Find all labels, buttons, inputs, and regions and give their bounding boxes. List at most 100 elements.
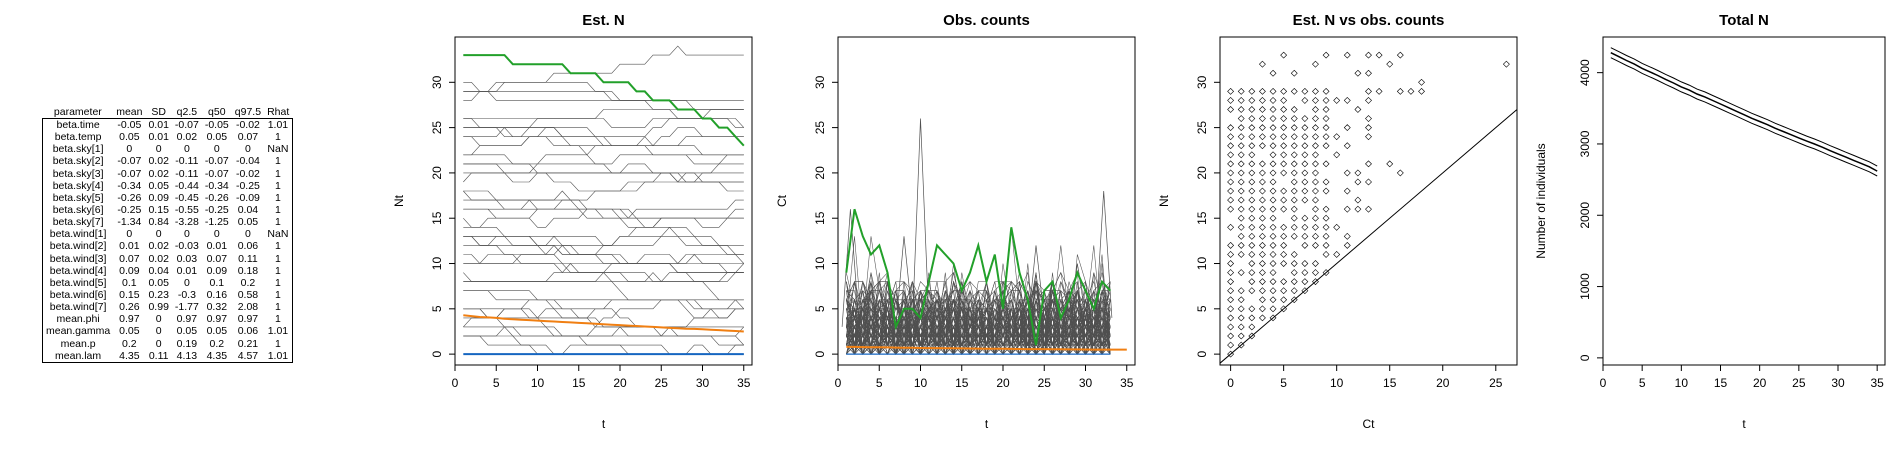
y-tick-label: 0 [1195, 350, 1209, 357]
scatter-point [1290, 87, 1298, 95]
scatter-point [1301, 260, 1309, 267]
plot-frame [1219, 36, 1518, 366]
chart-title: Est. N [582, 12, 625, 29]
scatter-point [1248, 305, 1256, 313]
scatter-point [1290, 287, 1298, 295]
site-count-line [846, 281, 1111, 355]
scatter-point [1269, 87, 1277, 95]
value-cell: NaN [267, 143, 289, 156]
scatter-point [1237, 232, 1245, 240]
scatter-point [1280, 241, 1288, 249]
value-cell: 0 [155, 325, 162, 338]
param-name-cell: mean.p [60, 337, 96, 350]
value-cell: 0.09 [119, 264, 140, 277]
scatter-point [1290, 106, 1298, 113]
value-cell: 0.01 [148, 119, 169, 132]
scatter-point [1301, 232, 1309, 240]
value-cell: -0.07 [204, 167, 229, 180]
plot-frame [837, 36, 1136, 366]
value-cell: 0.05 [206, 325, 228, 338]
scatter-point [1248, 287, 1256, 295]
value-cell: -0.07 [204, 155, 229, 168]
value-cell: 0.06 [237, 325, 259, 338]
scatter-point [1248, 106, 1256, 113]
scatter-point [1269, 115, 1277, 122]
site-series-line [463, 290, 744, 337]
value-cell: 0.11 [238, 252, 258, 265]
value-cell: 0 [155, 337, 162, 350]
scatter-point [1269, 223, 1277, 231]
value-cell: 0.23 [148, 289, 169, 302]
value-cell: -0.09 [235, 191, 260, 204]
scatter-point [1248, 269, 1256, 277]
scatter-point [1290, 232, 1298, 240]
scatter-point [1322, 241, 1330, 249]
param-name-cell: beta.wind[4] [49, 264, 107, 277]
table-row: beta.wind[5] 0.1 0.05 0 0.1 0.2 1 [43, 277, 293, 289]
x-tick-label: 15 [1383, 376, 1397, 390]
scatter-point [1365, 133, 1372, 141]
scatter-point [1322, 97, 1330, 104]
scatter-point [1502, 60, 1510, 68]
value-cell: 0 [245, 143, 251, 156]
scatter-point [1280, 232, 1288, 240]
scatter-point [1322, 187, 1330, 195]
value-cell: 1 [274, 252, 281, 265]
param-name-cell: beta.wind[2] [49, 240, 107, 253]
scatter-point [1269, 106, 1277, 113]
scatter-point [1322, 133, 1330, 141]
scatter-point [1312, 214, 1319, 222]
scatter-point [1343, 241, 1351, 249]
scatter-point [1280, 187, 1288, 195]
value-cell: 1 [274, 179, 281, 192]
scatter-point [1365, 205, 1372, 213]
y-tick-label: 30 [813, 75, 827, 89]
value-cell: 0 [155, 228, 162, 241]
scatter-point [1259, 115, 1266, 122]
param-name-cell: beta.sky[3] [52, 167, 104, 180]
scatter-point [1237, 151, 1245, 159]
value-cell: 0.97 [237, 313, 259, 326]
site-series-line [463, 163, 744, 183]
scatter-point [1259, 214, 1266, 222]
scatter-point [1312, 232, 1319, 240]
site-series-line [463, 118, 744, 128]
table-row: beta.sky[5] -0.26 0.09 -0.45 -0.26 -0.09 1 [43, 192, 293, 204]
scatter-point [1322, 251, 1330, 258]
reference-line [1219, 109, 1518, 364]
scatter-point [1290, 269, 1298, 277]
scatter-point [1280, 106, 1288, 113]
scatter-point [1280, 133, 1288, 141]
param-name-cell: beta.sky[4] [52, 179, 104, 192]
scatter-point [1290, 214, 1298, 222]
scatter-point [1290, 196, 1298, 204]
scatter-point [1280, 205, 1288, 213]
site-count-line [846, 316, 1111, 356]
value-cell: 0.03 [176, 252, 198, 265]
table-row: beta.wind[4] 0.09 0.04 0.01 0.09 0.18 1 [43, 265, 293, 277]
value-cell: -0.45 [174, 191, 199, 204]
scatter-point [1290, 69, 1298, 77]
scatter-point [1301, 115, 1309, 122]
scatter-point [1227, 323, 1235, 331]
scatter-point [1227, 142, 1235, 150]
y-tick-label: 30 [430, 75, 444, 89]
scatter-point [1343, 232, 1351, 240]
scatter-point [1354, 169, 1362, 177]
scatter-point [1280, 169, 1288, 177]
site-series-line [463, 299, 744, 328]
value-cell: 1 [274, 337, 281, 350]
scatter-point [1301, 241, 1309, 249]
scatter-point [1227, 332, 1235, 340]
site-series-line [463, 190, 744, 219]
y-tick-label: 10 [813, 257, 827, 271]
param-name-cell: beta.temp [54, 131, 102, 144]
value-cell: 0.15 [148, 204, 169, 217]
scatter-point [1227, 341, 1235, 349]
scatter-point [1322, 87, 1330, 95]
scatter-point [1237, 160, 1245, 168]
scatter-point [1280, 305, 1288, 313]
scatter-point [1269, 269, 1277, 277]
table-body: beta.time -0.05 0.01 -0.07 -0.05 -0.02 1.01 bet… [42, 118, 293, 363]
scatter-point [1375, 87, 1383, 95]
